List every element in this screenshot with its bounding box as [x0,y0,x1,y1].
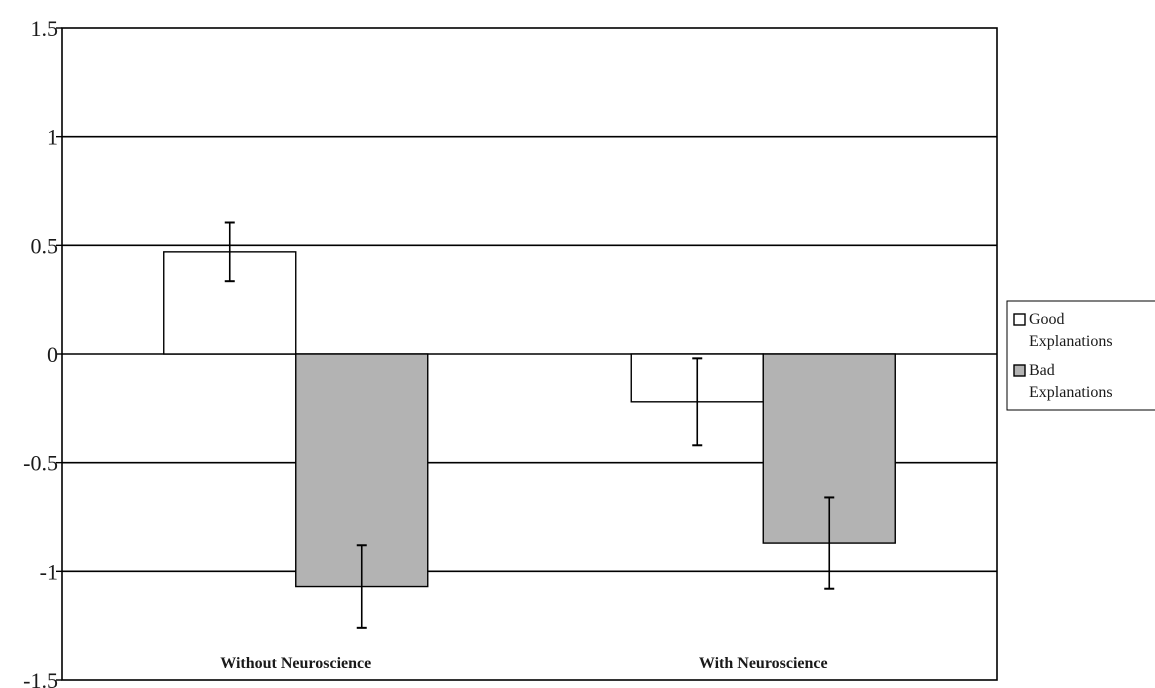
legend-label-good-line2: Explanations [1029,333,1113,350]
bars [163,251,896,588]
y-tick-label: 1 [47,125,58,150]
legend-swatch-bad [1013,364,1026,377]
legend-swatch-good [1013,313,1026,326]
y-tick-label: -1.5 [23,668,58,688]
y-tick-label: 1.5 [31,16,59,41]
x-axis-categories: Without Neuroscience With Neuroscience [220,655,827,672]
y-axis-ticks: 1.5 1 0.5 0 -0.5 -1 -1.5 [23,16,62,688]
legend: Good Explanations Bad Explanations [1006,300,1155,411]
bar-good-0 [163,251,297,355]
y-tick-label: 0 [47,342,58,367]
legend-box [1006,300,1155,411]
legend-label-bad-line2: Explanations [1029,384,1113,401]
y-tick-label: -1 [40,559,58,584]
y-tick-label: 0.5 [31,233,59,258]
category-label: With Neuroscience [699,655,828,672]
legend-label-good-line1: Good [1029,311,1065,328]
category-label: Without Neuroscience [220,655,371,672]
error-bars [224,221,835,629]
legend-label-bad-line1: Bad [1029,362,1055,379]
y-tick-label: -0.5 [23,451,58,476]
